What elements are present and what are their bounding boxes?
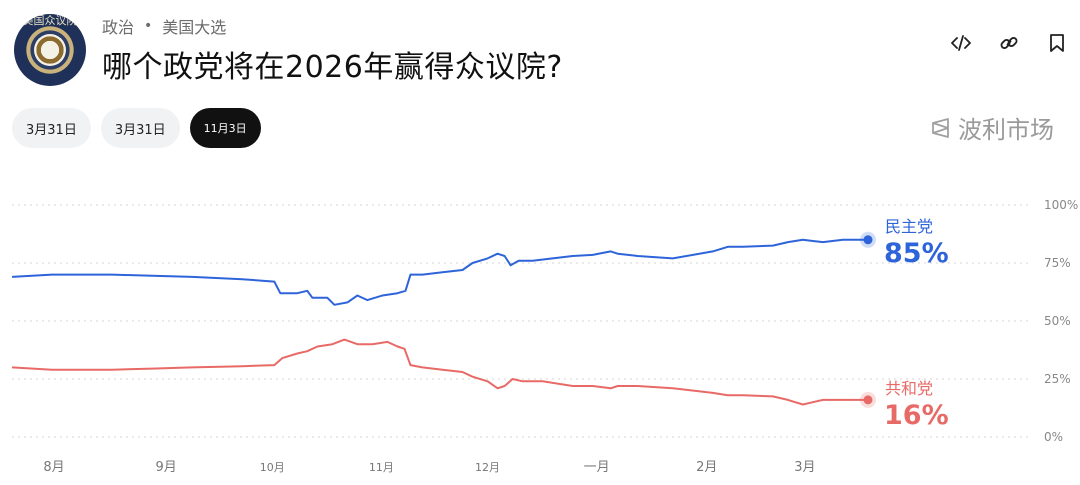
chart-series [11, 231, 876, 408]
series-end-marker [863, 395, 873, 405]
x-tick-label: 12月 [475, 461, 500, 474]
series-end-labels: 民主党 85% 共和党 16% [884, 217, 949, 431]
series-line [11, 338, 868, 406]
seal-emblem-icon [34, 34, 66, 66]
x-tick-label: 一月 [584, 460, 610, 475]
brand-name: 波利市场 [958, 116, 1054, 144]
y-axis-ticks: 0% 25% 50% 75% 100% [1044, 198, 1078, 444]
y-tick-label: 75% [1044, 256, 1071, 270]
breadcrumb-separator: • [144, 18, 153, 34]
breadcrumb-item-politics[interactable]: 政治 [102, 18, 135, 37]
x-axis-ticks: 8月 9月 10月 11月 12月 一月 2月 3月 [43, 460, 815, 475]
series-name-label: 共和党 [885, 379, 933, 398]
y-tick-label: 25% [1044, 372, 1071, 386]
x-tick-label: 11月 [369, 461, 394, 474]
bookmark-icon[interactable] [1046, 32, 1068, 54]
x-tick-label: 3月 [794, 460, 815, 475]
y-tick-label: 0% [1044, 430, 1063, 444]
brand-watermark: 波利市场 [930, 110, 1054, 145]
series-name-label: 民主党 [885, 217, 933, 236]
tab-date-2[interactable]: 3月31日 [100, 108, 180, 148]
probability-chart: 0% 25% 50% 75% 100% 8月 9月 10月 11月 12月 一月 2月 3月 民主党 8… [11, 198, 1078, 475]
y-tick-label: 50% [1044, 314, 1071, 328]
code-icon[interactable] [950, 32, 972, 54]
x-tick-label: 8月 [43, 460, 64, 475]
link-icon[interactable] [998, 32, 1020, 54]
series-value-label: 16% [884, 400, 949, 431]
x-tick-label: 10月 [260, 461, 285, 474]
tab-date-1[interactable]: 3月31日 [12, 108, 91, 148]
x-tick-label: 9月 [156, 460, 177, 475]
date-tabs: 3月31日 3月31日 11月3日 [12, 108, 261, 148]
page-title: 哪个政党将在2026年赢得众议院? [102, 50, 563, 85]
header-toolbar [950, 32, 1068, 54]
series-line [11, 238, 868, 306]
market-header: 美国众议院 政治 • 美国大选 哪个政党将在2026年赢得众议院? [12, 10, 1068, 92]
chart-grid [12, 204, 1030, 438]
polymarket-logo-icon [932, 117, 949, 138]
y-tick-label: 100% [1044, 198, 1078, 212]
house-seal-avatar: 美国众议院 [14, 14, 86, 86]
tab-date-3[interactable]: 11月3日 [189, 108, 261, 148]
seal-caption: 美国众议院 [22, 14, 78, 27]
breadcrumb: 政治 • 美国大选 [102, 14, 226, 38]
breadcrumb-item-us-election[interactable]: 美国大选 [162, 18, 227, 37]
series-value-label: 85% [884, 238, 949, 269]
x-tick-label: 2月 [696, 460, 717, 475]
series-end-marker [863, 235, 873, 245]
